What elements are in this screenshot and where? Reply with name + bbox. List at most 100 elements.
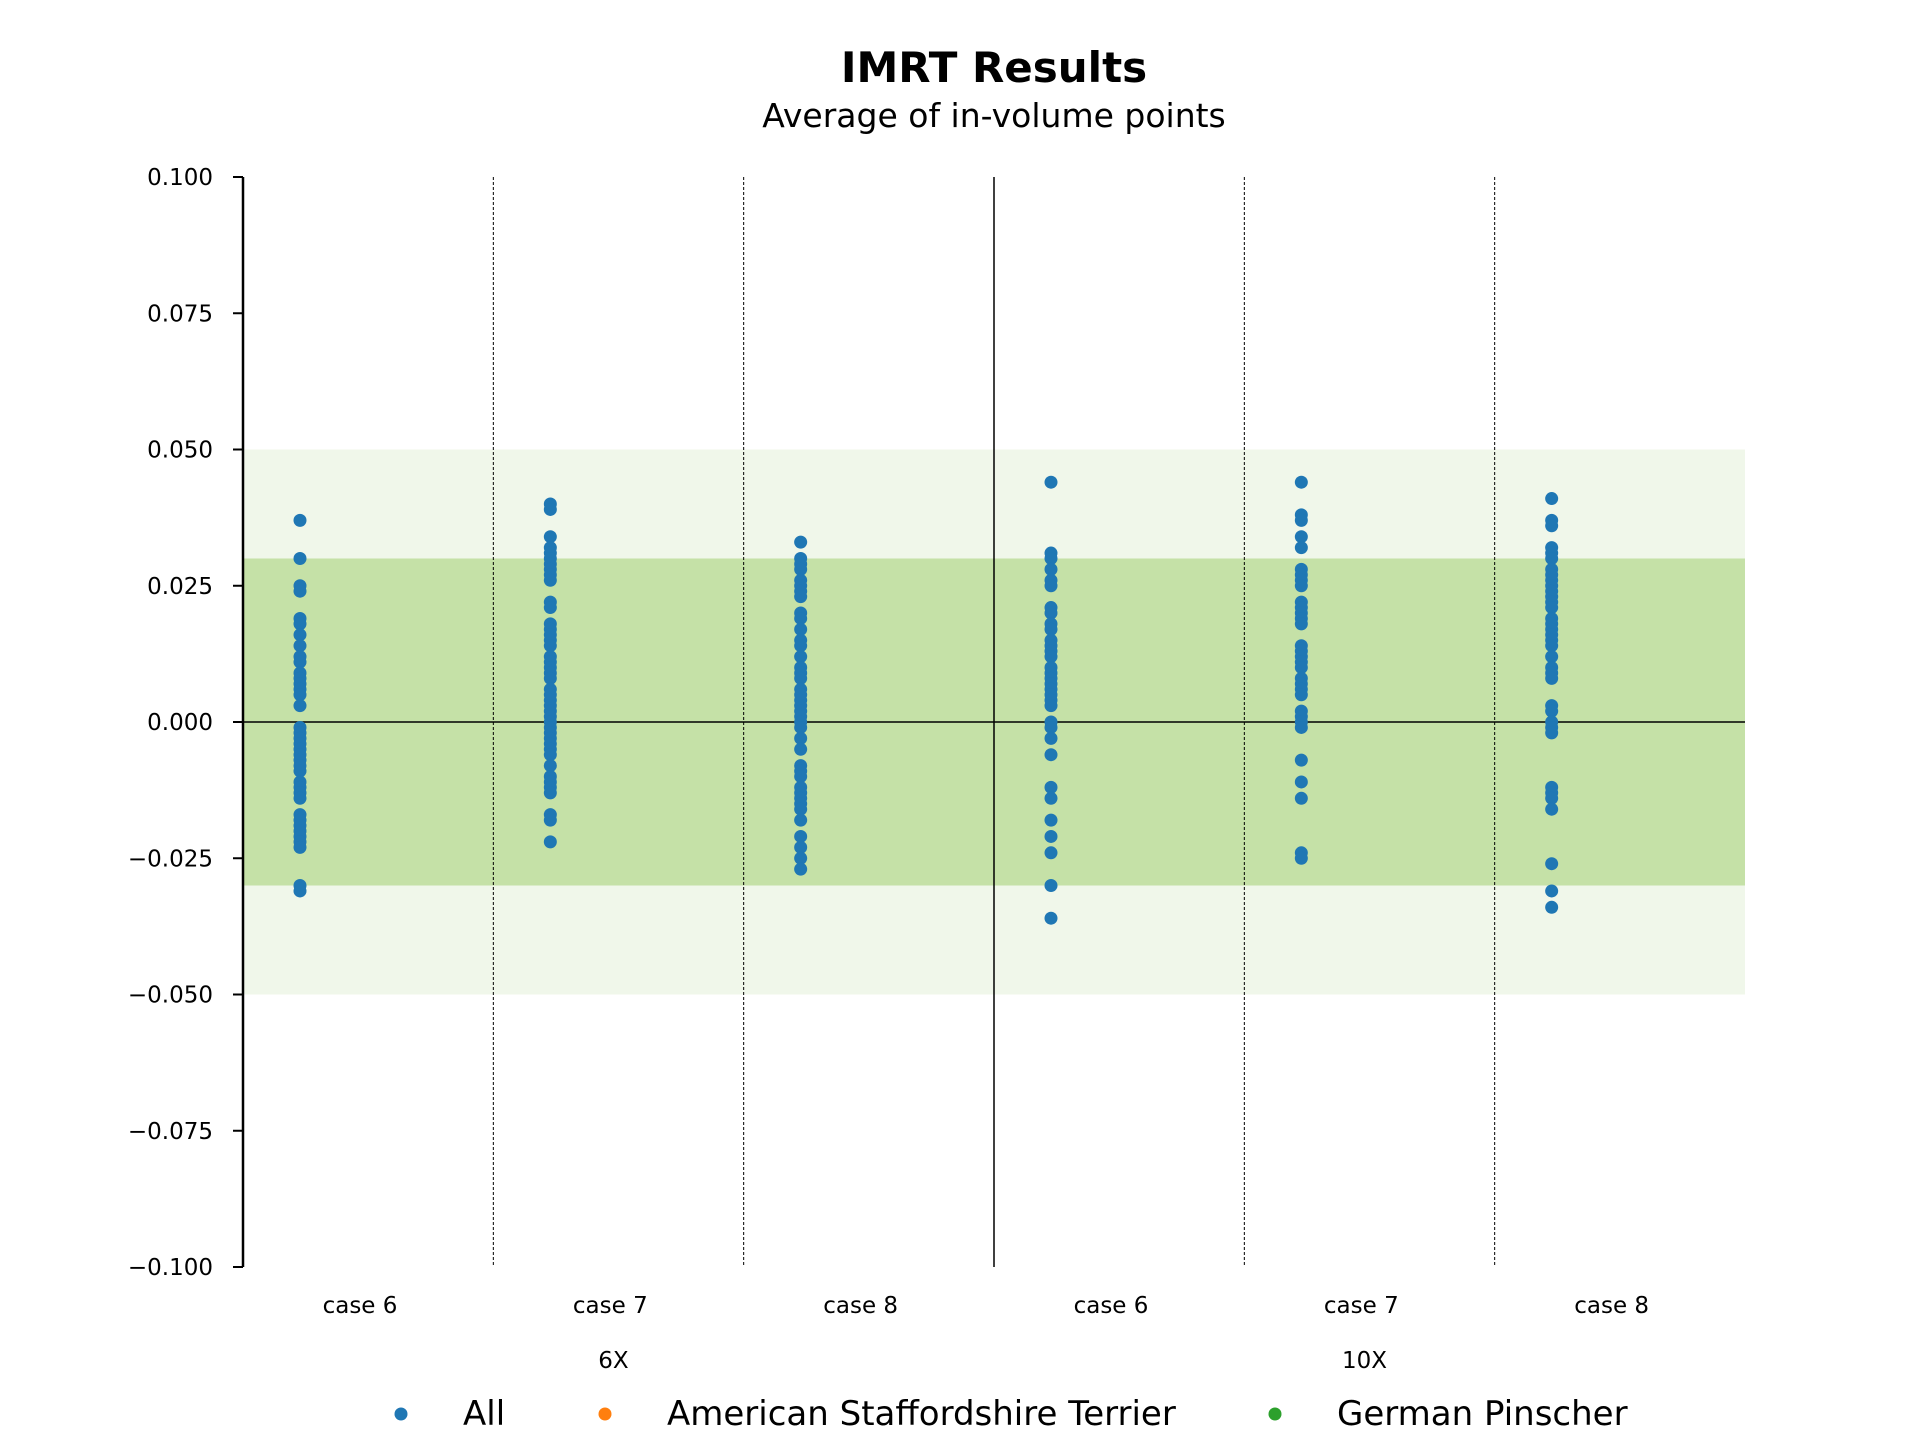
data-point [543, 530, 557, 544]
data-point [1294, 513, 1308, 527]
legend-marker [598, 1407, 612, 1421]
data-point [1294, 530, 1308, 544]
data-point [293, 552, 307, 565]
data-point [794, 562, 808, 576]
legend-label: German Pinscher [1337, 1394, 1628, 1434]
data-point [1044, 699, 1058, 713]
y-tick-label: −0.050 [128, 983, 213, 1009]
data-point [1545, 884, 1559, 898]
data-point [1294, 475, 1308, 489]
data-point [1044, 650, 1058, 664]
x-category-label: case 8 [823, 1293, 898, 1319]
data-point [543, 671, 557, 685]
category-separators [243, 177, 1745, 1267]
y-tick-label: 0.000 [147, 710, 213, 736]
data-point [794, 720, 808, 734]
x-category-label: case 6 [323, 1293, 398, 1319]
data-point [1044, 579, 1058, 593]
data-point [293, 513, 307, 527]
data-point [1545, 671, 1559, 685]
data-point [794, 840, 808, 854]
data-point [794, 639, 808, 653]
data-point [1545, 802, 1559, 816]
data-point [1044, 846, 1058, 860]
data-point [293, 791, 307, 805]
data-point [293, 655, 307, 669]
y-tick-label: −0.025 [128, 846, 213, 872]
data-point [543, 786, 557, 800]
data-point [1545, 601, 1559, 615]
data-point [794, 851, 808, 865]
x-group-label: 6X [598, 1348, 629, 1374]
data-point [543, 601, 557, 615]
data-point [794, 590, 808, 604]
data-point [293, 840, 307, 854]
data-point [543, 639, 557, 653]
data-point [794, 650, 808, 664]
data-point [794, 731, 808, 745]
data-point [1294, 661, 1308, 674]
data-point [1044, 879, 1058, 892]
data-point [1545, 900, 1559, 914]
data-point [794, 770, 808, 783]
data-point [1044, 606, 1058, 620]
legend: All American Staffordshire Terrier German … [394, 1394, 1628, 1434]
data-point [794, 611, 808, 625]
data-point [293, 628, 307, 642]
x-category-label: case 7 [573, 1293, 648, 1319]
data-point [543, 748, 557, 762]
y-tick-label: 0.100 [147, 165, 213, 191]
data-point [1044, 731, 1058, 745]
data-point [1294, 791, 1308, 805]
data-point [794, 535, 808, 549]
data-points [293, 475, 1559, 925]
data-point [1044, 911, 1058, 925]
data-point [1044, 813, 1058, 827]
y-tick-label: 0.025 [147, 574, 213, 600]
y-tick-label: 0.050 [147, 438, 213, 464]
data-point [1294, 541, 1308, 555]
data-point [794, 862, 808, 876]
data-point [1044, 829, 1058, 843]
data-point [1294, 753, 1308, 767]
data-point [293, 699, 307, 713]
data-point [293, 764, 307, 778]
data-point [1545, 726, 1559, 740]
data-point [1545, 552, 1559, 565]
data-point [1294, 617, 1308, 631]
legend-label: American Staffordshire Terrier [667, 1394, 1176, 1434]
data-point [293, 617, 307, 631]
data-point [1044, 622, 1058, 636]
data-point [543, 835, 557, 849]
data-point [1545, 519, 1559, 533]
data-point [1294, 688, 1308, 702]
data-point [293, 639, 307, 653]
data-point [543, 573, 557, 587]
y-tick-label: 0.075 [147, 301, 213, 327]
data-point [1545, 639, 1559, 653]
x-category-label: case 8 [1574, 1293, 1649, 1319]
data-point [1044, 552, 1058, 565]
data-point [1044, 475, 1058, 489]
data-point [293, 584, 307, 598]
data-point [1044, 720, 1058, 734]
legend-marker [1268, 1407, 1282, 1421]
data-point [1044, 748, 1058, 762]
data-point [794, 742, 808, 756]
data-point [794, 829, 808, 843]
x-category-label: case 7 [1324, 1293, 1399, 1319]
data-point [543, 759, 557, 773]
data-point [794, 671, 808, 685]
data-point [543, 502, 557, 516]
legend-label: All [463, 1394, 505, 1434]
legend-marker [394, 1407, 408, 1421]
category-labels: case 6 case 7 case 8 case 6 case 7 case 8 6X 10… [323, 1293, 1649, 1374]
data-point [1545, 492, 1559, 506]
data-point [1044, 780, 1058, 794]
y-tick-label: −0.075 [128, 1119, 213, 1145]
data-point [1294, 775, 1308, 789]
chart-title: IMRT Results [841, 43, 1147, 92]
data-point [1044, 791, 1058, 805]
